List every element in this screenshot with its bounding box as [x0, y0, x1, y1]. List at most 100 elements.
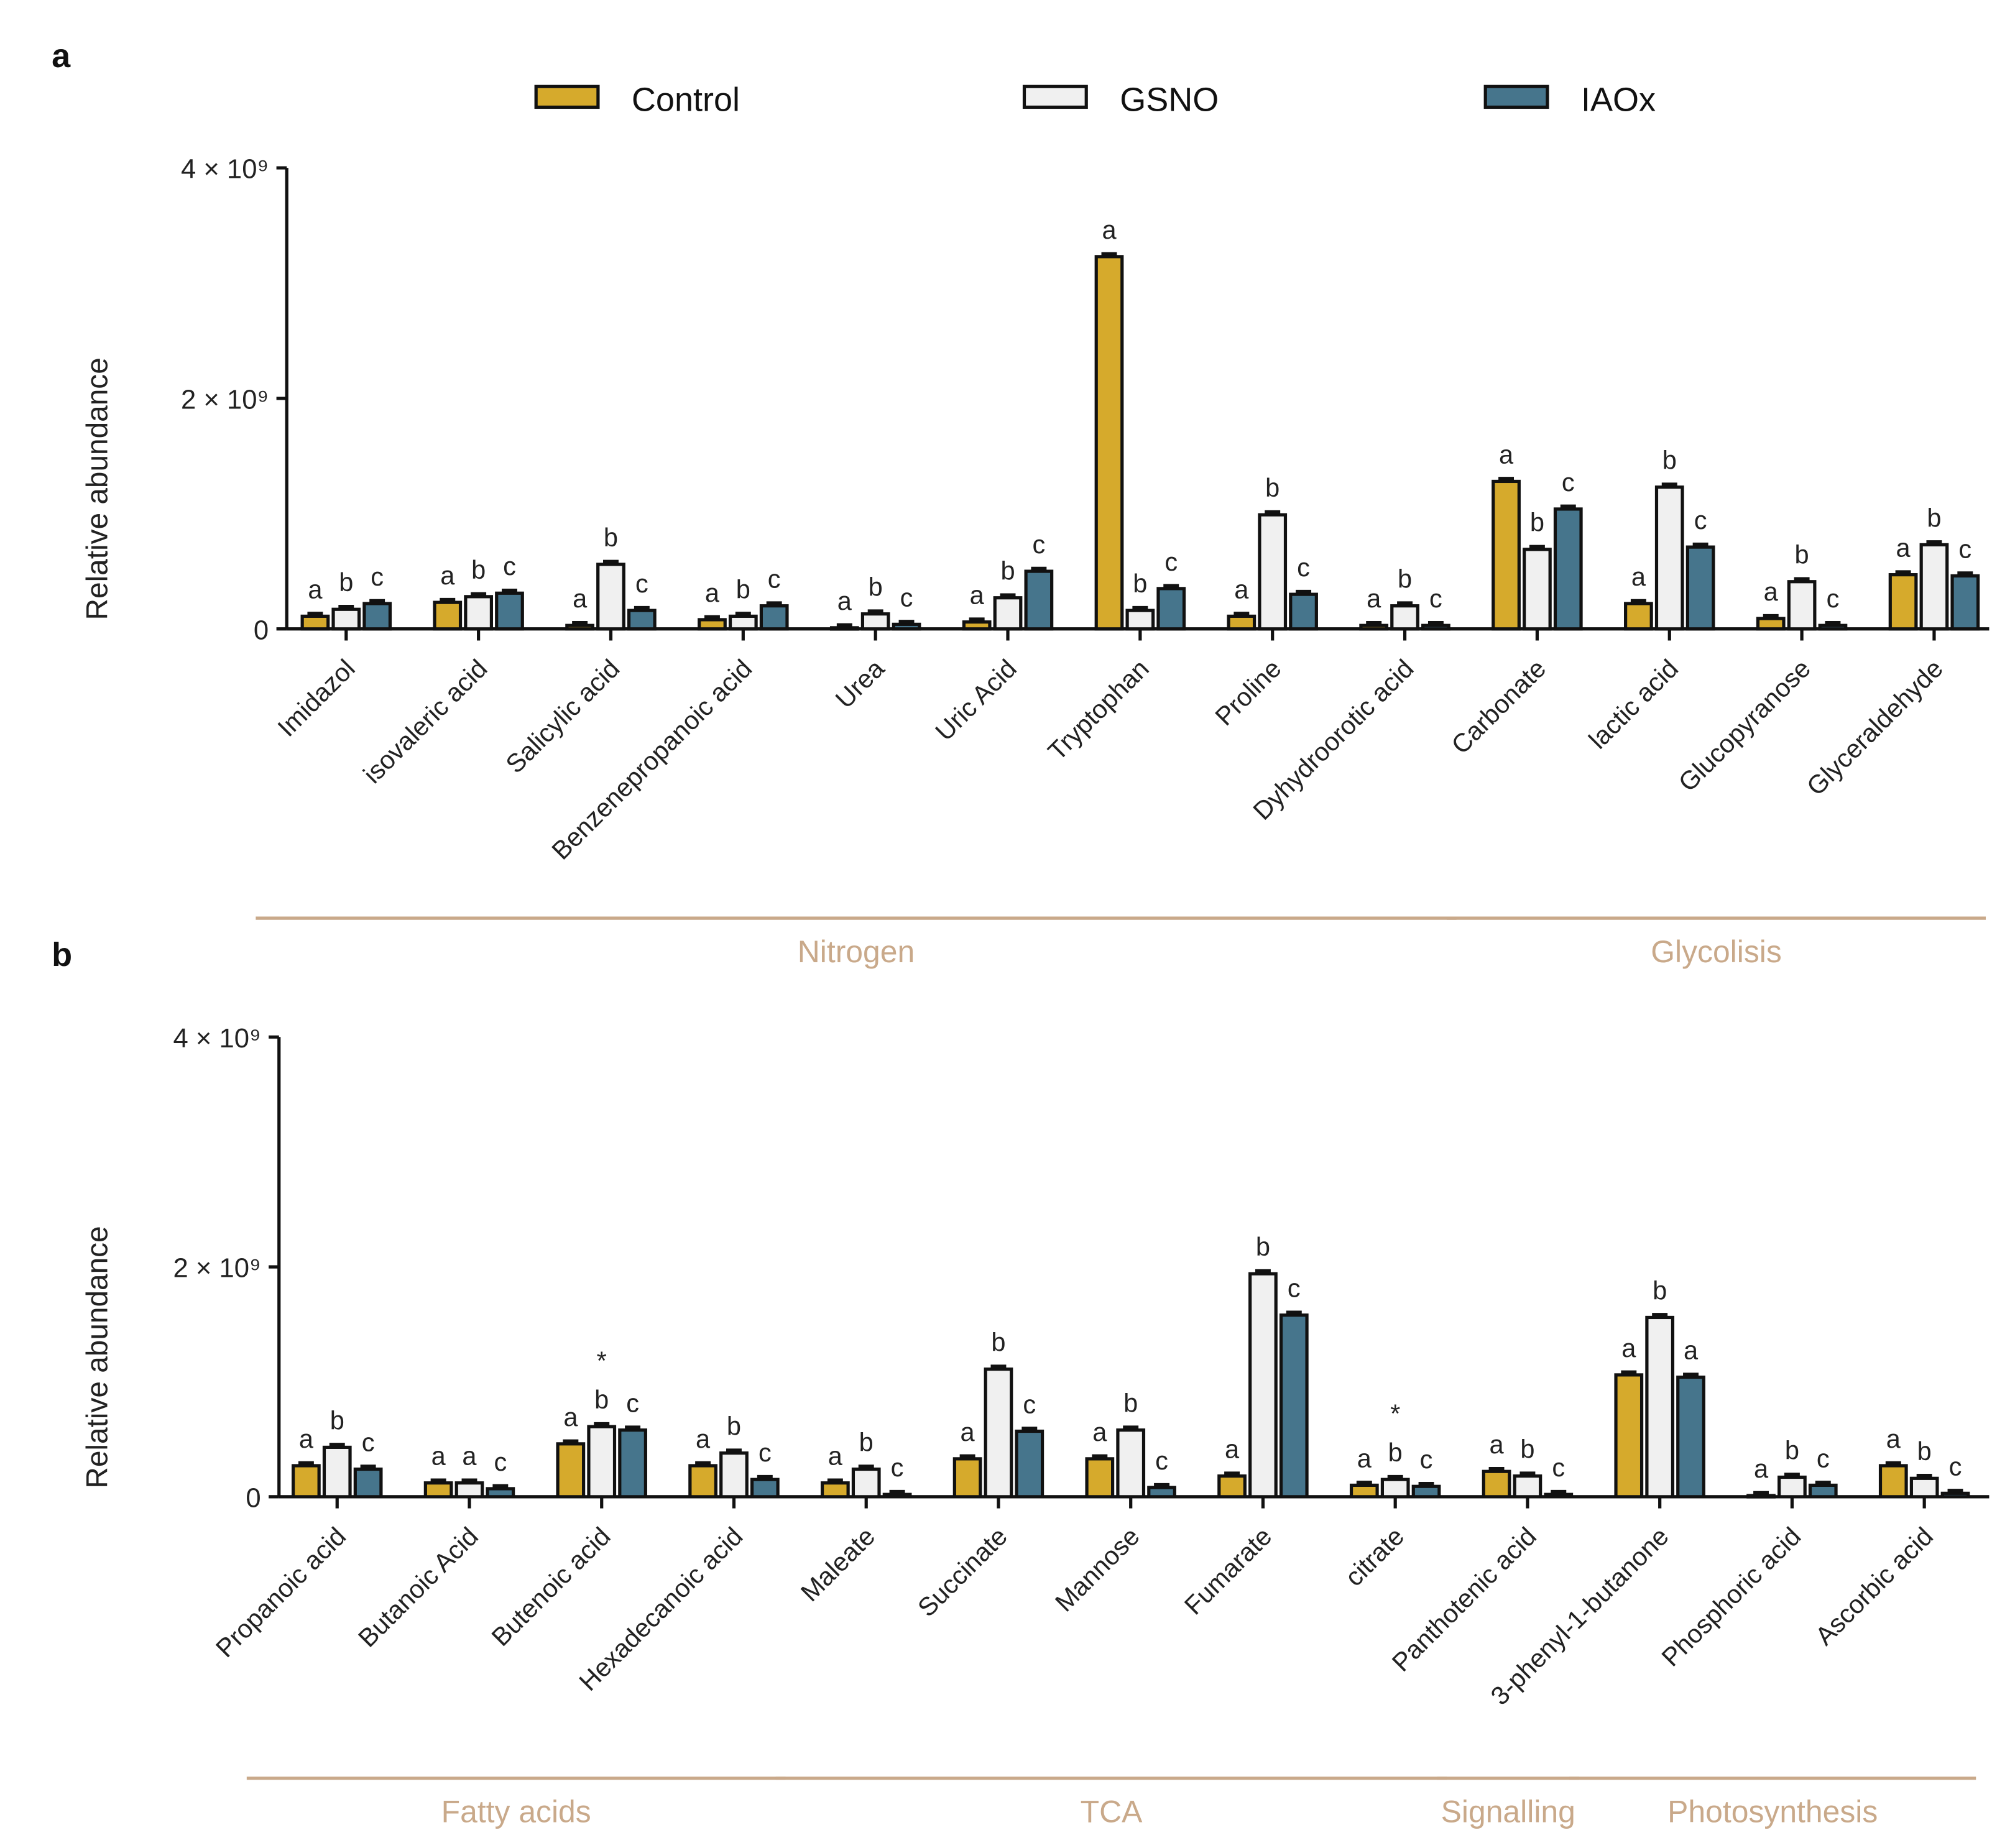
significance-letter: b	[1530, 508, 1544, 537]
bar-iaox	[1279, 1313, 1309, 1499]
bar-control	[423, 1481, 453, 1499]
bar-iaox	[1676, 1376, 1705, 1499]
significance-letter: b	[471, 555, 486, 584]
x-tick-label: isovaleric acid	[357, 653, 493, 789]
legend-label-gsno: GSNO	[1120, 81, 1219, 119]
legend: Control GSNO IAOx	[534, 81, 1656, 119]
bar-gsno	[1380, 1478, 1410, 1499]
bar-gsno	[1645, 1315, 1675, 1499]
bar-control	[292, 1464, 321, 1499]
significance-letter: a	[1754, 1454, 1769, 1483]
y-tick-label: 2 × 10⁹	[173, 1254, 261, 1284]
bar-gsno	[984, 1368, 1013, 1499]
significance-letter: b	[869, 572, 883, 602]
x-tick-label: Succinate	[912, 1522, 1013, 1622]
bar-iaox	[1553, 507, 1583, 631]
x-tick-label: Tryptophan	[1042, 653, 1155, 766]
x-tick-label: Fumarate	[1178, 1522, 1277, 1620]
significance-letter: b	[1133, 569, 1147, 598]
bar-control	[1756, 617, 1786, 631]
significance-letter: a	[696, 1424, 711, 1453]
bar-control	[1085, 1457, 1115, 1499]
significance-letter: c	[1552, 1453, 1565, 1482]
bar-control	[1492, 479, 1521, 631]
significance-letter: a	[440, 561, 455, 590]
x-tick-label: Uric Acid	[929, 653, 1022, 746]
bar-iaox	[486, 1487, 515, 1499]
significance-letter: b	[1795, 540, 1809, 569]
bar-gsno	[860, 612, 890, 631]
x-tick-label: Imidazol	[272, 653, 361, 742]
significance-letter: a	[1225, 1435, 1240, 1464]
x-tick-label: Salicylic acid	[500, 653, 625, 778]
bar-gsno	[587, 1425, 617, 1499]
bar-control	[820, 1481, 850, 1499]
bar-control	[1227, 614, 1256, 631]
bar-gsno	[728, 614, 758, 631]
significance-letter: a	[1357, 1443, 1372, 1473]
significance-letter: c	[635, 569, 648, 598]
bar-iaox	[1544, 1492, 1574, 1499]
significance-letter: b	[1520, 1435, 1534, 1464]
significance-letter: b	[1256, 1232, 1270, 1261]
significance-letter: c	[1032, 530, 1045, 559]
legend-swatch-iaox	[1483, 85, 1549, 109]
bar-control	[1359, 623, 1389, 631]
significance-letter: a	[1631, 562, 1646, 591]
bar-control	[1482, 1469, 1511, 1499]
panel-b-label: b	[52, 936, 72, 973]
significance-letter: a	[462, 1441, 477, 1471]
bar-iaox	[750, 1478, 780, 1499]
bar-iaox	[618, 1428, 647, 1499]
significance-letter: a	[961, 1417, 975, 1446]
bar-iaox	[353, 1467, 383, 1499]
bar-gsno	[1787, 580, 1817, 631]
bar-iaox	[1289, 592, 1318, 631]
significance-letter: c	[371, 562, 384, 591]
significance-letter: c	[1827, 584, 1840, 613]
bar-control	[1746, 1494, 1776, 1499]
significance-letter: c	[1429, 584, 1442, 613]
significance-letter: b	[330, 1405, 344, 1435]
significance-letter: a	[1234, 574, 1249, 604]
bar-gsno	[1919, 543, 1949, 631]
bar-iaox	[892, 622, 921, 631]
significance-letter: c	[1694, 505, 1707, 535]
bar-control	[1888, 573, 1918, 631]
x-tick-label: Carbonate	[1446, 653, 1551, 759]
bar-iaox	[495, 591, 524, 631]
bar-iaox	[362, 602, 392, 631]
bar-iaox	[1421, 623, 1450, 631]
bar-gsno	[1654, 485, 1684, 631]
significance-letter: b	[594, 1385, 609, 1414]
significance-letter: c	[626, 1389, 639, 1418]
legend-swatch-gsno	[1022, 85, 1088, 109]
x-tick-label: Glyceraldehyde	[1801, 653, 1948, 801]
significance-letter: c	[494, 1447, 507, 1476]
significance-letter: a	[705, 578, 720, 607]
bar-gsno	[851, 1467, 881, 1499]
significance-letter: b	[991, 1328, 1005, 1357]
significance-letter: c	[759, 1438, 772, 1467]
significance-letter: c	[1949, 1451, 1962, 1481]
bar-gsno	[993, 596, 1023, 631]
bar-control	[952, 1457, 982, 1499]
bar-control	[565, 623, 594, 631]
significance-letter: c	[1155, 1446, 1168, 1475]
bar-iaox	[1950, 574, 1980, 631]
significance-letter: a	[1092, 1417, 1107, 1446]
bar-control	[1878, 1464, 1908, 1499]
bar-gsno	[1258, 513, 1288, 631]
x-tick-label: citrate	[1339, 1522, 1409, 1592]
bar-iaox	[1015, 1429, 1044, 1499]
x-tick-label: Mannose	[1049, 1522, 1145, 1617]
bar-iaox	[1411, 1484, 1441, 1499]
bar-gsno	[1909, 1476, 1939, 1499]
significance-letter: c	[1164, 547, 1178, 576]
significance-letter: a	[1490, 1430, 1505, 1459]
significance-letter: b	[1265, 473, 1280, 502]
x-tick-label: Butenoic acid	[486, 1522, 616, 1652]
bar-gsno	[1248, 1272, 1278, 1499]
